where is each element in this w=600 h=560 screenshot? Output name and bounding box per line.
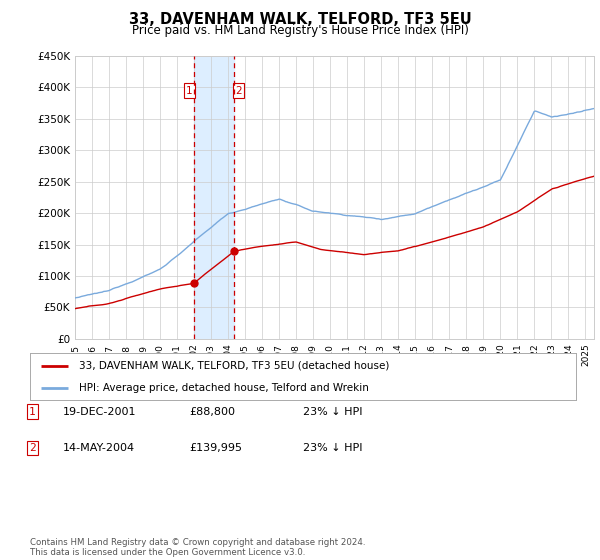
Bar	[194, 56, 235, 339]
Text: Contains HM Land Registry data © Crown copyright and database right 2024.
This d: Contains HM Land Registry data © Crown c…	[30, 538, 365, 557]
Text: 23% ↓ HPI: 23% ↓ HPI	[303, 407, 362, 417]
Text: 1: 1	[186, 86, 193, 96]
Text: HPI: Average price, detached house, Telford and Wrekin: HPI: Average price, detached house, Telf…	[79, 382, 369, 393]
Text: 2: 2	[235, 86, 242, 96]
Text: Price paid vs. HM Land Registry's House Price Index (HPI): Price paid vs. HM Land Registry's House …	[131, 24, 469, 36]
Text: 14-MAY-2004: 14-MAY-2004	[63, 443, 135, 453]
Text: 19-DEC-2001: 19-DEC-2001	[63, 407, 137, 417]
Text: £139,995: £139,995	[189, 443, 242, 453]
Text: 33, DAVENHAM WALK, TELFORD, TF3 5EU: 33, DAVENHAM WALK, TELFORD, TF3 5EU	[128, 12, 472, 27]
Text: £88,800: £88,800	[189, 407, 235, 417]
Text: 1: 1	[29, 407, 36, 417]
Text: 33, DAVENHAM WALK, TELFORD, TF3 5EU (detached house): 33, DAVENHAM WALK, TELFORD, TF3 5EU (det…	[79, 361, 389, 371]
Text: 2: 2	[29, 443, 36, 453]
Text: 23% ↓ HPI: 23% ↓ HPI	[303, 443, 362, 453]
